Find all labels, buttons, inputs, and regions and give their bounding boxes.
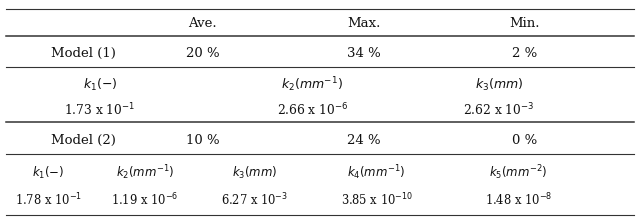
Text: Model (1): Model (1): [52, 47, 116, 60]
Text: Max.: Max.: [347, 17, 381, 30]
Text: 2 %: 2 %: [512, 47, 538, 60]
Text: Ave.: Ave.: [189, 17, 217, 30]
Text: 2.66 x 10$^{-6}$: 2.66 x 10$^{-6}$: [276, 101, 348, 118]
Text: 3.85 x 10$^{-10}$: 3.85 x 10$^{-10}$: [341, 192, 413, 208]
Text: 2.62 x 10$^{-3}$: 2.62 x 10$^{-3}$: [463, 101, 535, 118]
Text: Model (2): Model (2): [52, 134, 116, 146]
Text: Min.: Min.: [509, 17, 540, 30]
Text: 1.19 x 10$^{-6}$: 1.19 x 10$^{-6}$: [111, 192, 178, 208]
Text: 6.27 x 10$^{-3}$: 6.27 x 10$^{-3}$: [221, 192, 288, 208]
Text: 34 %: 34 %: [347, 47, 381, 60]
Text: 0 %: 0 %: [512, 134, 538, 146]
Text: $k_4(mm^{-1})$: $k_4(mm^{-1})$: [348, 164, 406, 182]
Text: $k_1(-)$: $k_1(-)$: [82, 77, 117, 93]
Text: $k_3(mm)$: $k_3(mm)$: [475, 77, 523, 93]
Text: 1.73 x 10$^{-1}$: 1.73 x 10$^{-1}$: [64, 101, 135, 118]
Text: $k_2(mm^{-1})$: $k_2(mm^{-1})$: [281, 76, 343, 95]
Text: 10 %: 10 %: [186, 134, 220, 146]
Text: $k_1(-)$: $k_1(-)$: [32, 165, 64, 181]
Text: $k_3(mm)$: $k_3(mm)$: [232, 165, 277, 181]
Text: 20 %: 20 %: [186, 47, 220, 60]
Text: 24 %: 24 %: [347, 134, 381, 146]
Text: $k_2(mm^{-1})$: $k_2(mm^{-1})$: [116, 164, 174, 182]
Text: 1.78 x 10$^{-1}$: 1.78 x 10$^{-1}$: [15, 192, 82, 208]
Text: 1.48 x 10$^{-8}$: 1.48 x 10$^{-8}$: [485, 192, 552, 208]
Text: $k_5(mm^{-2})$: $k_5(mm^{-2})$: [489, 164, 547, 182]
